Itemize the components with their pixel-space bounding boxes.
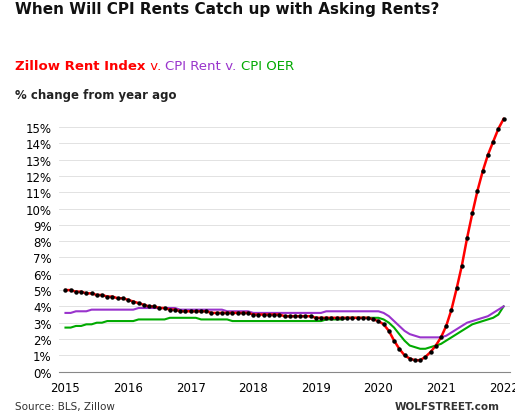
Text: WOLFSTREET.com: WOLFSTREET.com — [394, 401, 500, 411]
Text: v.: v. — [146, 60, 165, 73]
Text: v.: v. — [221, 60, 241, 73]
Text: When Will CPI Rents Catch up with Asking Rents?: When Will CPI Rents Catch up with Asking… — [15, 2, 440, 17]
Text: CPI Rent: CPI Rent — [165, 60, 221, 73]
Text: Zillow Rent Index: Zillow Rent Index — [15, 60, 146, 73]
Text: Source: BLS, Zillow: Source: BLS, Zillow — [15, 401, 115, 411]
Text: % change from year ago: % change from year ago — [15, 89, 177, 102]
Text: CPI OER: CPI OER — [241, 60, 294, 73]
